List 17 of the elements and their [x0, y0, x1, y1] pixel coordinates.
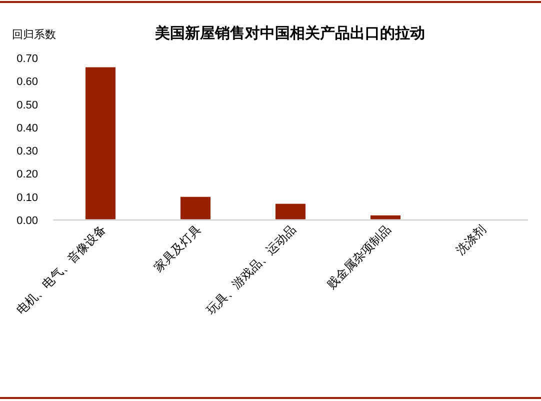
y-tick-label: 0.20	[16, 168, 38, 181]
x-tick-label: 玩具、游戏品、运动品	[204, 222, 299, 317]
x-tick-label: 家具及灯具	[151, 222, 204, 275]
y-tick-label: 0.40	[16, 122, 38, 134]
y-tick-label: 0.60	[16, 76, 38, 88]
bar	[276, 204, 306, 220]
bar	[180, 196, 210, 220]
x-tick-label: 贱金属杂项制品	[324, 222, 394, 292]
y-tick-label: 0.70	[16, 53, 38, 65]
y-axis-title: 回归系数	[12, 28, 56, 41]
y-tick-label: 0.50	[16, 99, 38, 112]
bar	[86, 67, 116, 220]
chart-title: 美国新屋销售对中国相关产品出口的拉动	[154, 24, 425, 42]
x-tick-label: 洗涤剂	[453, 222, 489, 258]
y-tick-label: 0.10	[16, 192, 38, 204]
y-tick-label: 0.00	[16, 215, 38, 227]
y-tick-label: 0.30	[16, 146, 38, 158]
